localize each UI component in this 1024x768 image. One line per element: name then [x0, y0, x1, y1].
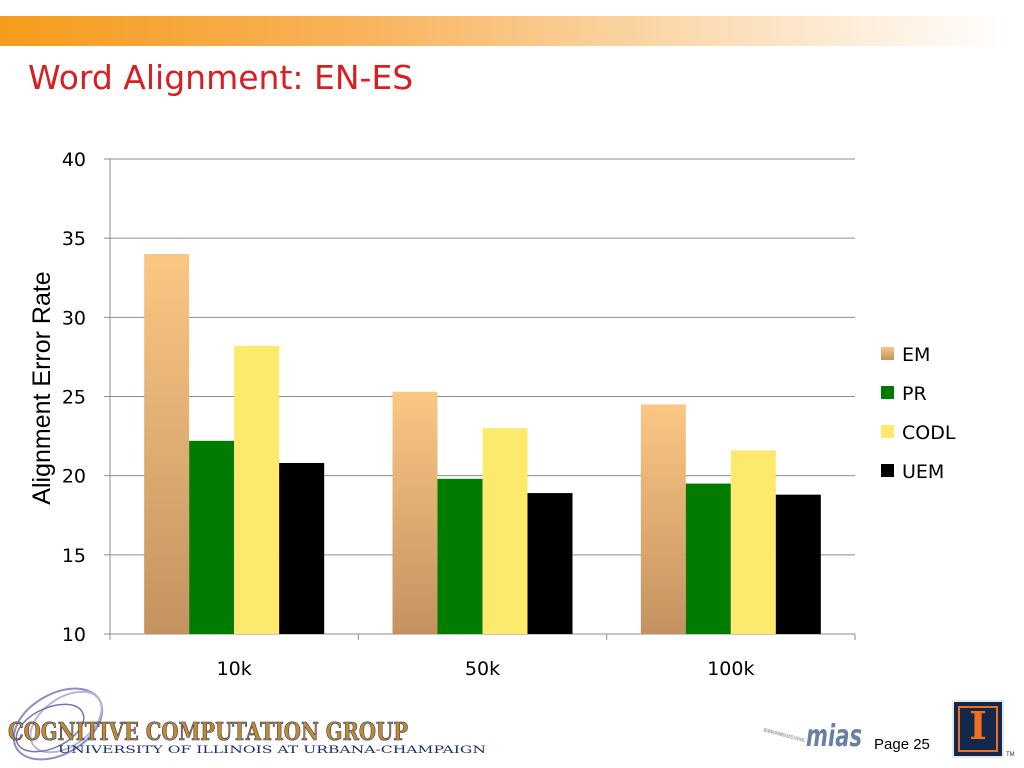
bar-codl-50k — [482, 428, 528, 634]
legend-label-pr: PR — [902, 383, 927, 405]
y-tick-label: 30 — [62, 307, 86, 329]
bar-uem-100k — [775, 494, 821, 634]
bar-codl-10k — [234, 345, 280, 634]
illinois-i-icon: I — [969, 703, 987, 748]
bar-uem-10k — [279, 463, 325, 634]
ccg-logo-subtext: UNIVERSITY OF ILLINOIS AT URBANA-CHAMPAI… — [58, 745, 486, 756]
bar-em-100k — [640, 404, 686, 634]
legend: EM PR CODL UEM — [881, 344, 956, 483]
bar-em-50k — [392, 391, 438, 634]
x-tick-label: 100k — [707, 658, 754, 680]
bar-uem-50k — [527, 493, 573, 634]
illinois-logo: I — [952, 700, 1004, 758]
legend-swatch-em — [881, 347, 894, 360]
legend-label-codl: CODL — [902, 422, 956, 444]
ccg-logo-text: COGNITIVE COMPUTATION GROUP — [8, 717, 408, 746]
illinois-logo-border — [958, 706, 998, 752]
legend-label-uem: UEM — [902, 461, 944, 483]
swoosh-icon — [12, 687, 104, 761]
y-tick-label: 10 — [62, 624, 86, 646]
bar-codl-100k — [730, 450, 776, 634]
legend-swatch-uem — [881, 464, 894, 477]
ccg-logo: COGNITIVE COMPUTATION GROUP UNIVERSITY O… — [8, 687, 486, 761]
legend-swatch-pr — [881, 386, 894, 399]
slide-title: Word Alignment: EN-ES — [28, 58, 414, 97]
bar-chart: 10 15 20 25 30 35 40 10k 50k 100k Alignment Error… — [28, 149, 956, 680]
trademark-mark: TM — [1006, 752, 1015, 758]
bar-em-10k — [144, 254, 190, 634]
y-tick-label: 20 — [62, 466, 86, 488]
bar-pr-10k — [189, 440, 235, 634]
y-axis-label: Alignment Error Rate — [28, 271, 56, 504]
legend-label-em: EM — [902, 344, 930, 366]
title-accent-bar — [0, 16, 1010, 46]
y-tick-label: 15 — [62, 545, 86, 567]
y-tick-label: 35 — [62, 228, 86, 250]
y-tick-label: 40 — [62, 149, 86, 171]
bar-pr-50k — [437, 478, 483, 634]
x-tick-label: 10k — [217, 658, 252, 680]
legend-swatch-codl — [881, 425, 894, 438]
mias-logo-text: mias — [806, 719, 862, 754]
y-tick-label: 25 — [62, 387, 86, 409]
tick-labels: 10 15 20 25 30 35 40 10k 50k 100k — [62, 149, 755, 680]
x-tick-label: 50k — [465, 658, 500, 680]
mias-logo-small-text: MULTIMODAL INFORMATION ACCESS & SYNTHESI… — [763, 727, 805, 744]
mias-logo: MULTIMODAL INFORMATION ACCESS & SYNTHESI… — [763, 719, 862, 754]
page-number: Page 25 — [874, 736, 930, 753]
bars — [144, 254, 821, 634]
bar-pr-100k — [685, 483, 731, 634]
